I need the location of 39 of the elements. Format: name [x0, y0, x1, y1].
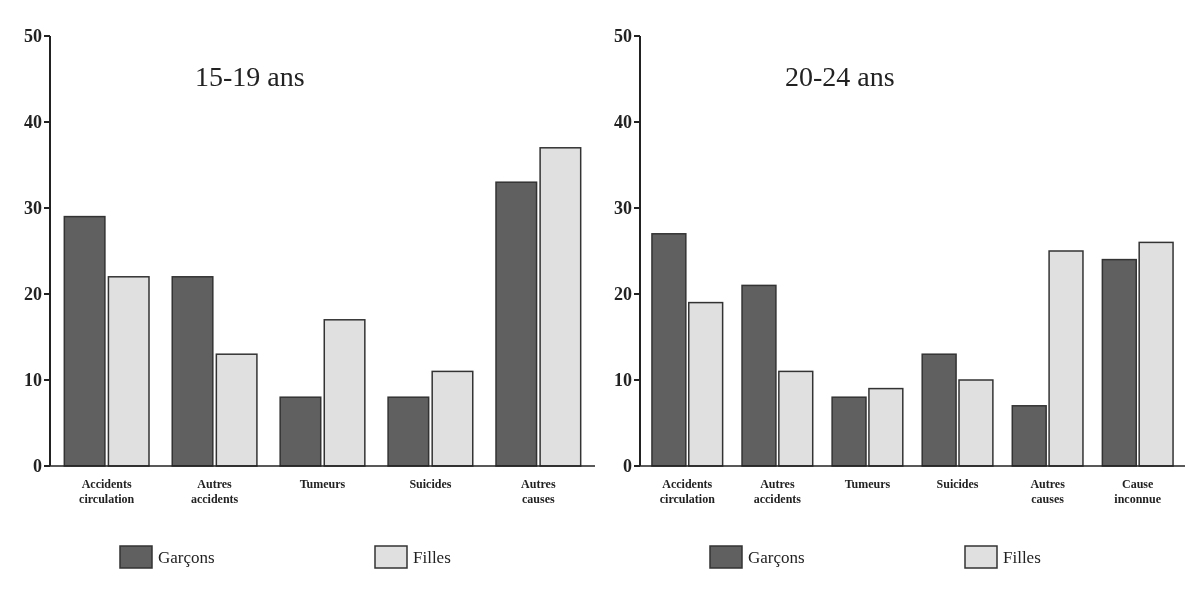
bar [387, 396, 430, 467]
y-tick-label: 50 [24, 26, 42, 47]
x-tick-label: Autres accidents [753, 477, 802, 506]
y-tick-label: 40 [614, 112, 632, 133]
bar [495, 181, 538, 467]
y-tick-label: 50 [614, 26, 632, 47]
x-tick-label: Autres causes [1030, 477, 1066, 506]
y-tick-label: 0 [623, 456, 632, 477]
x-tick-label: Tumeurs [844, 477, 891, 491]
y-tick-label: 40 [24, 112, 42, 133]
x-tick-label: Accidents circulation [79, 477, 135, 506]
y-tick-label: 0 [33, 456, 42, 477]
bar [107, 276, 150, 467]
x-tick-label: Accidents circulation [659, 477, 716, 506]
bar [171, 276, 214, 467]
legend-label: Garçons [748, 547, 805, 567]
bar [279, 396, 322, 467]
x-tick-label: Autres causes [521, 477, 556, 506]
text: 15-19 ans [195, 61, 305, 92]
bar [63, 215, 106, 467]
y-tick-label: 20 [614, 284, 632, 305]
bar [539, 147, 582, 467]
bar [323, 319, 366, 467]
x-tick-label: Cause inconnue [1114, 477, 1162, 506]
bar [215, 353, 258, 467]
text: 20-24 ans [785, 61, 895, 92]
y-tick-label: 20 [24, 284, 42, 305]
y-tick-label: 10 [614, 370, 632, 391]
x-tick-label: Suicides [409, 477, 452, 491]
x-tick-label: Autres accidents [190, 477, 239, 506]
legend-label: Filles [1003, 547, 1041, 567]
x-tick-label: Suicides [936, 477, 979, 491]
legend-label: Filles [413, 547, 451, 567]
y-tick-label: 10 [24, 370, 42, 391]
bar [431, 370, 474, 467]
legend-label: Garçons [158, 547, 215, 567]
y-tick-label: 30 [614, 198, 632, 219]
x-tick-label: Tumeurs [299, 477, 346, 491]
y-tick-label: 30 [24, 198, 42, 219]
